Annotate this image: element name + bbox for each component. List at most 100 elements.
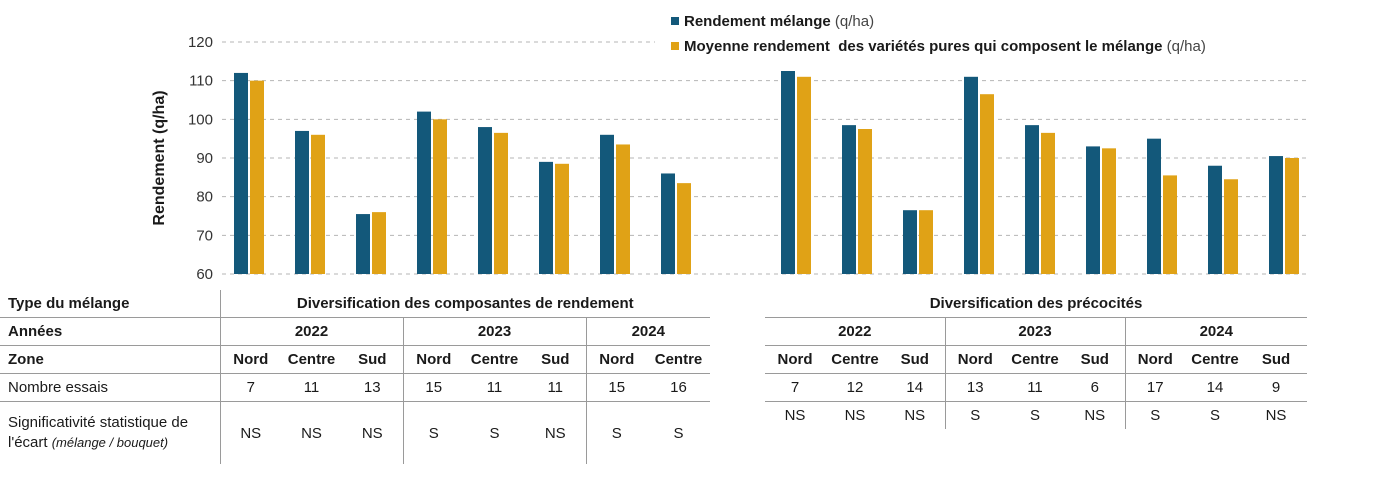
zone-cell: Sud — [1245, 345, 1307, 374]
bar-moyenne-varietes — [372, 212, 386, 274]
bar-moyenne-varietes — [433, 119, 447, 274]
essais-cell: 7 — [219, 373, 281, 402]
year-header: 2022 — [219, 317, 403, 346]
sig-cell: S — [585, 401, 647, 464]
row-label-zone: Zone — [0, 345, 220, 374]
legend-item-melange: Rendement mélange (q/ha) — [671, 13, 874, 30]
sig-cell: NS — [784, 407, 806, 424]
row-label-type: Type du mélange — [0, 290, 220, 318]
zone-cell: Sud — [1065, 345, 1125, 374]
year-header: 2022 — [765, 317, 945, 346]
zone-cell: Centre — [1185, 345, 1245, 374]
essais-cell: 13 — [342, 373, 403, 402]
bar-rendement-melange — [842, 125, 856, 274]
year-header: 2024 — [585, 317, 710, 346]
year-header: 2023 — [402, 317, 586, 346]
legend-label-moyenne: Moyenne rendement des variétés pures qui… — [684, 38, 1163, 55]
sig-cell: NS — [544, 424, 566, 442]
essais-cell: 14 — [1185, 373, 1245, 402]
table-precocites: Diversification des précocités 2022 2023… — [765, 290, 1307, 429]
essais-cell: 13 — [944, 373, 1005, 402]
bar-chart: 60 70 80 90 100 110 120 Rendement (q/ha) — [151, 34, 1310, 280]
bar-rendement-melange — [661, 173, 675, 274]
sig-cell: NS — [219, 401, 281, 464]
zone-cell: Centre — [825, 345, 885, 374]
sig-cell: NS — [1084, 407, 1106, 424]
group-title-composantes: Diversification des composantes de rende… — [219, 290, 710, 318]
sig-cell: S — [1029, 407, 1040, 424]
essais-cell: 11 — [1005, 373, 1065, 402]
legend-unit-melange: (q/ha) — [834, 13, 875, 30]
y-tick-label: 100 — [188, 111, 213, 128]
group-title-precocites: Diversification des précocités — [765, 290, 1307, 318]
year-header: 2024 — [1124, 317, 1307, 346]
grid-lines — [222, 41, 1310, 275]
bar-moyenne-varietes — [616, 144, 630, 274]
bar-moyenne-varietes — [1102, 148, 1116, 274]
legend-swatch-melange — [671, 17, 679, 25]
zone-cell: Sud — [342, 345, 403, 374]
zone-cell: Centre — [1005, 345, 1065, 374]
bar-rendement-melange — [1025, 125, 1039, 274]
legend-item-moyenne: Moyenne rendement des variétés pures qui… — [671, 38, 1206, 55]
essais-cell: 12 — [825, 373, 885, 402]
sig-cell: NS — [301, 424, 322, 442]
bar-rendement-melange — [417, 111, 431, 274]
bar-rendement-melange — [539, 161, 553, 274]
zone-cell: Centre — [464, 345, 525, 374]
sig-cell: NS — [844, 407, 866, 424]
essais-cell: 16 — [647, 373, 710, 402]
bar-moyenne-varietes — [555, 163, 569, 274]
essais-cell: 15 — [585, 373, 647, 402]
bar-rendement-melange — [356, 214, 370, 274]
zone-cell: Nord — [219, 345, 281, 374]
sig-label-line2: l'écart — [8, 434, 48, 451]
row-label-essais: Nombre essais — [0, 373, 220, 402]
zone-cell: Centre — [647, 345, 710, 374]
legend-swatch-moyenne — [671, 42, 679, 50]
legend-unit-moyenne: (q/ha) — [1166, 38, 1206, 55]
bar-moyenne-varietes — [1163, 175, 1177, 274]
bar-moyenne-varietes — [797, 76, 811, 274]
bars — [234, 71, 1299, 275]
sig-cell: NS — [361, 424, 383, 442]
bar-rendement-melange — [1086, 146, 1100, 274]
sig-cell: NS — [904, 407, 926, 424]
year-header: 2023 — [944, 317, 1125, 346]
bar-moyenne-varietes — [1224, 179, 1238, 274]
bar-moyenne-varietes — [677, 183, 691, 274]
bar-moyenne-varietes — [980, 94, 994, 274]
bar-rendement-melange — [781, 71, 795, 274]
sig-label-paren: (mélange / bouquet) — [51, 435, 169, 450]
bar-moyenne-varietes — [858, 129, 872, 274]
essais-cell: 17 — [1124, 373, 1185, 402]
bar-rendement-melange — [234, 72, 248, 274]
essais-cell: 15 — [402, 373, 464, 402]
bar-moyenne-varietes — [311, 134, 325, 274]
y-tick-label: 80 — [196, 189, 213, 206]
bar-rendement-melange — [1147, 138, 1161, 274]
zone-cell: Nord — [765, 345, 825, 374]
row-label-annees: Années — [0, 317, 220, 346]
sig-cell: S — [489, 424, 500, 442]
sig-cell: S — [944, 401, 1005, 429]
zone-cell: Sud — [525, 345, 586, 374]
y-tick-label: 120 — [188, 34, 213, 51]
essais-cell: 14 — [885, 373, 945, 402]
bar-moyenne-varietes — [1041, 132, 1055, 274]
y-tick-label: 60 — [196, 266, 213, 280]
zone-cell: Nord — [1124, 345, 1185, 374]
bar-moyenne-varietes — [250, 80, 264, 275]
sig-cell: NS — [1265, 407, 1287, 424]
y-tick-label: 70 — [196, 227, 213, 244]
y-axis-ticks: 60 70 80 90 100 110 120 — [188, 34, 213, 280]
essais-cell: 11 — [281, 373, 342, 402]
essais-cell: 11 — [525, 373, 586, 402]
sig-cell: S — [402, 401, 464, 464]
sig-label-line1: Significativité statistique de — [8, 414, 189, 431]
bar-rendement-melange — [478, 127, 492, 274]
bar-rendement-melange — [1208, 165, 1222, 274]
sig-cell: S — [1124, 401, 1185, 429]
zone-cell: Centre — [281, 345, 342, 374]
sig-cell: S — [673, 424, 684, 442]
